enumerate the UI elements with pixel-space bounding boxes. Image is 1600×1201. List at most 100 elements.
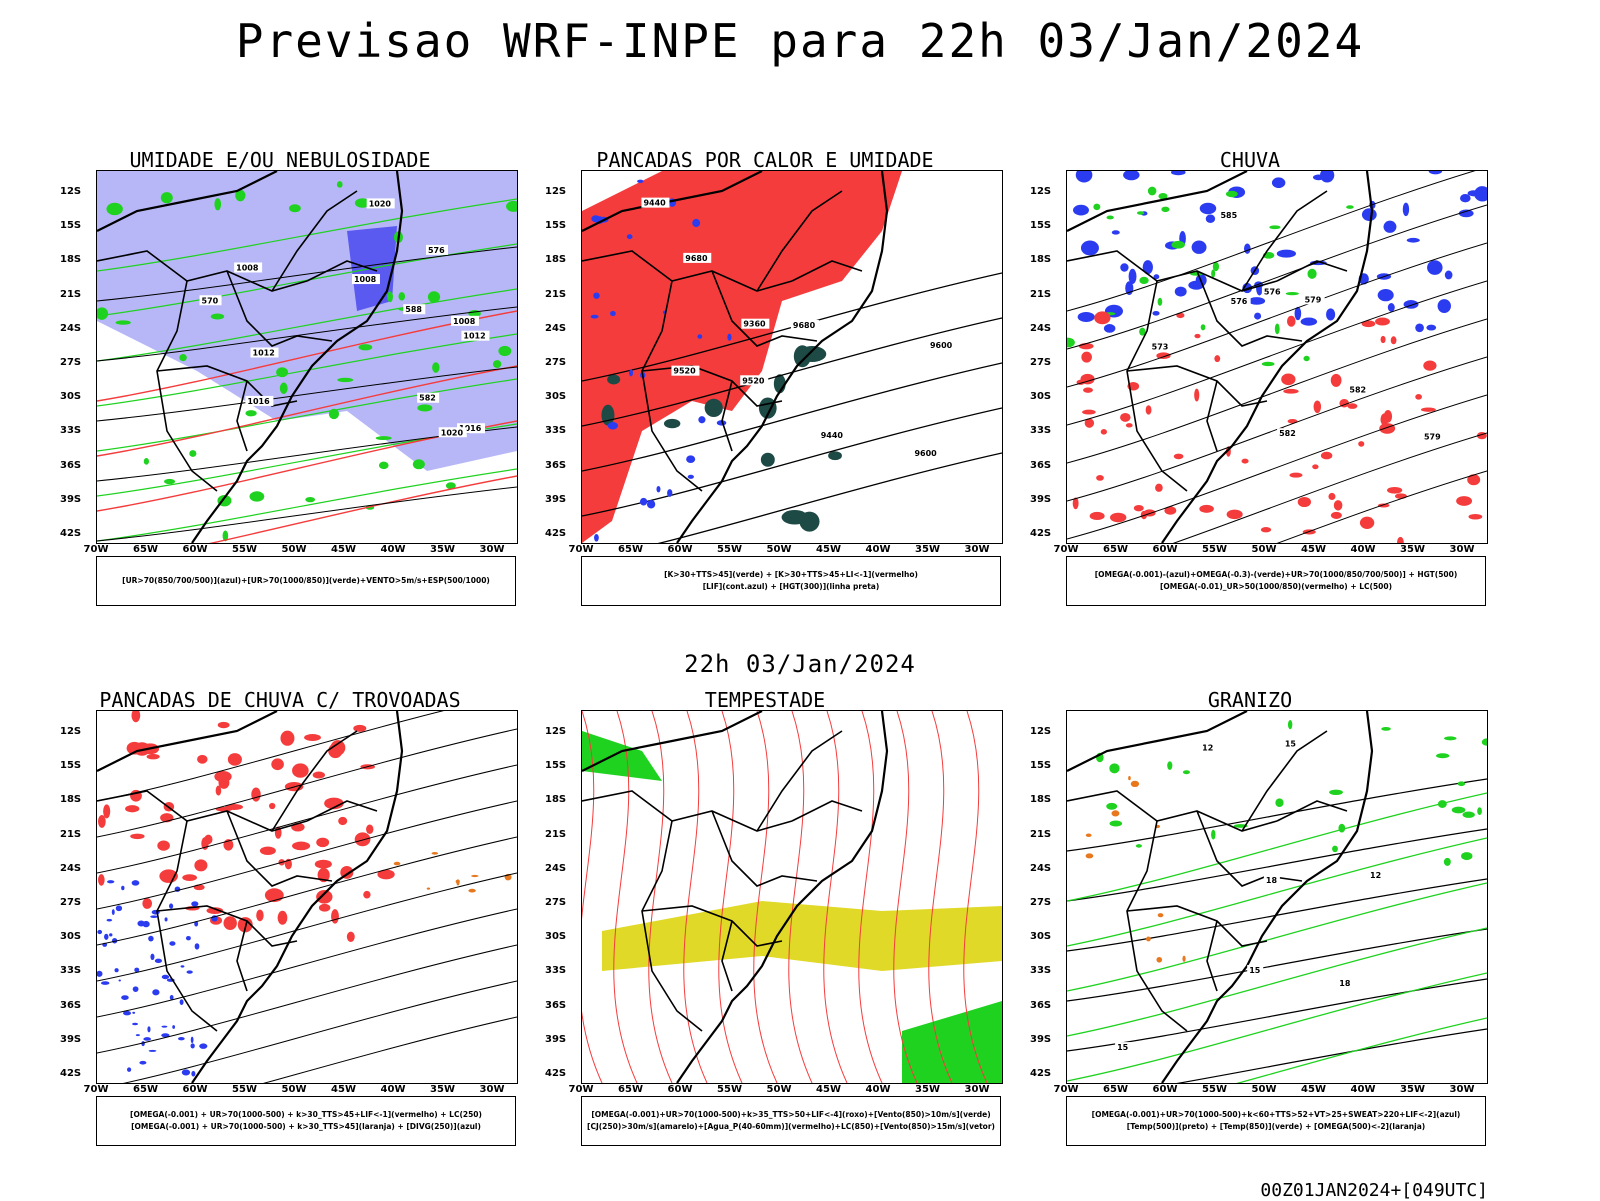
panel-chuva: CHUVA 585 582 579 576 573 582 579 576 [OMEGA(-0… [1010, 148, 1490, 630]
strong-omega-area [1212, 261, 1220, 272]
divergence-area [123, 1010, 132, 1016]
green-contour-blob [1329, 789, 1343, 796]
thunderstorm-area [292, 841, 311, 851]
contour-label-bg [912, 447, 941, 458]
contour-label: 9520 [673, 367, 696, 376]
green-contour-blob [1443, 857, 1451, 866]
streamline [753, 711, 778, 1083]
lif-contour [686, 455, 696, 463]
panel-title: CHUVA [1219, 148, 1281, 172]
omega-area [1248, 297, 1266, 305]
strong-omega-area [1093, 203, 1101, 211]
rain-area [1361, 320, 1376, 328]
thunderstorm-area [338, 816, 348, 826]
divergence-area [111, 909, 115, 915]
divergence-area [115, 905, 123, 912]
lat-tick-label: 27S [545, 357, 567, 368]
lon-tick-label: 30W [964, 1084, 990, 1095]
omega-area [1437, 299, 1451, 314]
green-contour-blob [235, 189, 246, 202]
green-contour-blob [1332, 845, 1338, 853]
omega-area [1383, 220, 1397, 233]
lon-tick-label: 65W [618, 1084, 643, 1095]
map-pancadas-trovoadas[interactable] [96, 710, 518, 1084]
lif-contour [716, 420, 727, 426]
thunderstorm-area [346, 931, 355, 943]
rain-area [1281, 373, 1296, 386]
thunderstorm-area [316, 837, 330, 848]
green-contour-blob [279, 382, 288, 394]
contour-label-bg [199, 295, 222, 306]
green-contour-blob [412, 459, 425, 470]
map-chuva[interactable]: 585 582 579 576 573 582 579 576 [1066, 170, 1488, 544]
rain-area [1199, 504, 1214, 513]
divergence-area [109, 933, 113, 937]
rain-area [1260, 527, 1272, 533]
green-contour-blob [115, 320, 131, 325]
streamline [788, 711, 813, 1083]
contour-label-bg [818, 430, 847, 441]
omega-area [1377, 288, 1394, 302]
divergence-area [199, 1043, 208, 1049]
lon-tick-label: 55W [232, 1084, 257, 1095]
thunderstorm-area [304, 734, 321, 742]
strong-omega-area [1274, 323, 1280, 335]
state-border [721, 380, 733, 452]
divergence-area [135, 1034, 140, 1037]
thunderstorm-area [142, 898, 153, 909]
divergence-area [132, 1011, 136, 1014]
contour-label: 15 [1285, 739, 1297, 748]
legend-line: [OMEGA(-0.01)_UR>50(1000/850)(vermelho) … [1159, 582, 1393, 591]
thunderstorm-area [256, 909, 264, 922]
map-granizo[interactable]: 15 12 18 15 12 18 15 [1066, 710, 1488, 1084]
lat-tick-label: 27S [1030, 357, 1052, 368]
green-contour-blob [375, 436, 392, 441]
lon-tick-label: 60W [667, 544, 693, 555]
legend-pancadas-calor: [K>30+TTS>45](verde) + [K>30+TTS>45+LI<-… [581, 556, 1001, 606]
omega500-area [1128, 775, 1131, 781]
state-border [791, 260, 863, 282]
contour-label: 576 [1231, 297, 1248, 306]
rain-area [1467, 474, 1481, 486]
divergence-area [143, 1037, 152, 1041]
lat-tick-label: 30S [60, 931, 82, 943]
divergence-area [191, 1070, 196, 1077]
contour-label-bg [438, 427, 467, 438]
contour-label-bg [1347, 384, 1370, 395]
green-isoline [97, 288, 517, 362]
lat-tick-label: 21S [545, 288, 567, 300]
streamline [97, 728, 517, 838]
lat-tick-label: 33S [60, 425, 82, 437]
height-isoline [1276, 470, 1487, 543]
green-contour-blob [1167, 761, 1173, 770]
green-contour-blob [445, 482, 456, 490]
thunderstorm-area [353, 724, 367, 732]
lif-contour [637, 179, 644, 184]
lon-tick-label: 50W [1251, 1084, 1277, 1095]
rain-area [1120, 412, 1131, 422]
divergence-area [194, 943, 200, 950]
thunderstorm-area [269, 802, 276, 810]
omega-area [1171, 171, 1186, 176]
map-tempestade[interactable] [581, 710, 1003, 1084]
lif-contour [646, 499, 656, 509]
teal-area [704, 398, 723, 418]
contour-label-bg [1261, 286, 1284, 297]
omega500-area [1157, 913, 1164, 918]
map-umidade[interactable]: 1008 1008 1008 1012 1012 1016 1016 1020 1020 576 5… [96, 170, 518, 544]
lat-tick-label: 21S [545, 828, 567, 840]
streamline [97, 711, 445, 802]
contour-label-bg [425, 244, 448, 255]
rain-area [1145, 405, 1152, 415]
legend-line: [Temp(500)](preto) + [Temp(850)](verde) … [1126, 1122, 1426, 1131]
rain-area [1468, 513, 1483, 520]
contour-label-bg [403, 304, 426, 315]
lon-tick-label: 55W [1202, 544, 1227, 555]
thunderstorm-area [218, 776, 230, 789]
contour-label-bg [740, 375, 769, 386]
divergence-area [161, 1033, 170, 1038]
green-contour-blob [1338, 823, 1346, 833]
omega-area [1174, 286, 1187, 297]
map-pancadas-calor[interactable]: 9680 9600 9520 9440 9360 9600 9680 9520 9440 [581, 170, 1003, 544]
red-dashed-isoline [97, 365, 517, 457]
